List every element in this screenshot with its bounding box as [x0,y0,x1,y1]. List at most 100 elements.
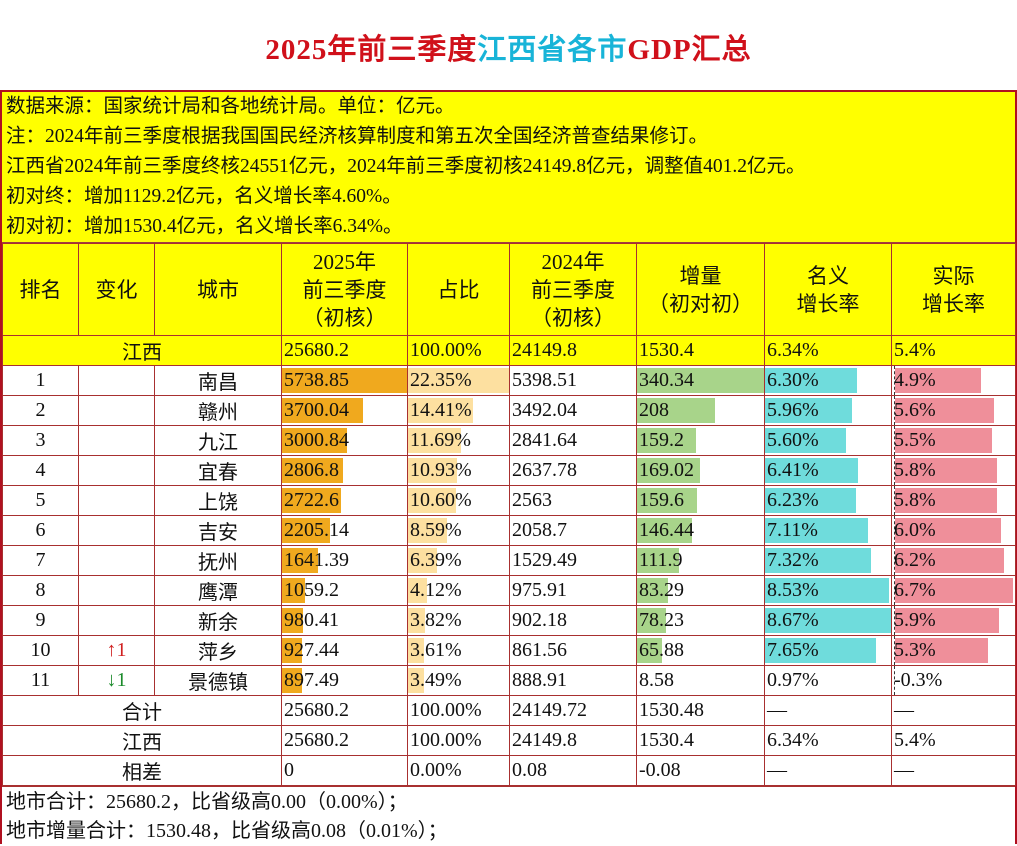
summary-nominal: — [764,755,892,786]
summary-row: 江西 25680.2 100.00% 24149.8 1530.4 6.34% 5.4% [2,725,1016,756]
rank-cell: 10 [2,635,79,666]
summary-gdp2025: 0 [281,755,408,786]
header-increment: 增量 （初对初） [636,243,765,336]
gdp2025-cell: 1641.39 [281,545,408,576]
nominal-growth-cell-data-bar [765,458,859,483]
rank-cell: 4 [2,455,79,486]
summary-label-value: 合计 [122,702,162,724]
increment-cell: 340.34 [636,365,765,396]
nominal-growth-cell-data-bar [765,488,856,513]
gdp2025-cell-data-bar [282,608,304,633]
gdp2024-cell-value: 3492.04 [512,399,577,421]
real-growth-cell-value: 4.9% [894,369,936,391]
real-growth-cell-data-bar [895,578,1014,603]
real-growth-cell: -0.3% [891,665,1016,696]
city-cell-value: 鹰潭 [198,582,238,604]
real-growth-cell-value: 5.9% [894,609,936,631]
city-cell: 九江 [154,425,282,456]
nominal-growth-cell: 6.41% [764,455,892,486]
increment-cell-data-bar [637,458,701,483]
data-bar-axis [894,426,895,455]
city-cell: 抚州 [154,545,282,576]
gdp2024-cell-value: 2841.64 [512,429,577,451]
share-cell-data-bar [408,398,474,423]
gdp2024-cell: 3492.04 [509,395,637,426]
summary-increment: 1530.4 [636,725,765,756]
city-cell: 赣州 [154,395,282,426]
gdp2025-cell: 897.49 [281,665,408,696]
province-gdp2025: 25680.2 [281,335,408,366]
gdp2024-cell-value: 975.91 [512,579,567,601]
increment-cell: 208 [636,395,765,426]
rank-cell-value: 4 [35,459,46,481]
real-growth-cell-data-bar [895,458,998,483]
gdp2024-cell: 902.18 [509,605,637,636]
real-growth-cell-data-bar [895,518,1001,543]
city-cell-value: 赣州 [198,402,238,424]
gdp2025-cell-value: 927.44 [284,639,339,661]
header-rank: 排名 [2,243,79,336]
gdp2025-cell-value: 980.41 [284,609,339,631]
summary-row: 相差 0 0.00% 0.08 -0.08 — — [2,755,1016,786]
province-share: 100.00% [407,335,510,366]
header-nominal: 名义 增长率 [764,243,892,336]
gdp2024-cell: 2563 [509,485,637,516]
share-cell-data-bar [408,578,427,603]
header-line: 前三季度 [302,277,387,302]
share-cell: 10.60% [407,485,510,516]
real-growth-cell: 5.3% [891,635,1016,666]
data-bar-axis [894,486,895,515]
nominal-growth-cell-data-bar [765,518,869,543]
city-cell-value: 宜春 [198,462,238,484]
rank-cell: 7 [2,545,79,576]
header-gdp2024: 2024年 前三季度 （初核） [509,243,637,336]
rank-cell-value: 1 [35,369,46,391]
summary-label: 合计 [2,695,282,726]
rank-change-cell [78,515,155,546]
nominal-growth-cell-value: 0.97% [767,669,819,691]
nominal-growth-cell-value: 7.11% [767,519,818,541]
table-row: 9 新余 980.41 3.82% 902.18 78.23 8.67% 5.9% [2,605,1016,636]
increment-cell-data-bar [637,488,697,513]
city-cell-value: 上饶 [198,492,238,514]
real-growth-cell-value: 6.2% [894,549,936,571]
increment-cell: 159.2 [636,425,765,456]
increment-cell-data-bar [637,578,669,603]
increment-cell-value: 146.44 [639,519,694,541]
nominal-growth-cell: 6.30% [764,365,892,396]
real-growth-cell-value: 5.6% [894,399,936,421]
increment-cell: 159.6 [636,485,765,516]
note-line: 初对初：增加1530.4亿元，名义增长率6.34%。 [6,216,403,237]
increment-cell: 65.88 [636,635,765,666]
increment-cell-data-bar [637,368,764,393]
rank-cell-value: 2 [35,399,46,421]
summary-increment: 1530.48 [636,695,765,726]
page-title: 2025年前三季度江西省各市GDP汇总 [0,26,1017,68]
gdp2024-cell-value: 1529.49 [512,549,577,571]
nominal-growth-cell-value: 7.32% [767,549,819,571]
header-city: 城市 [154,243,282,336]
nominal-growth-cell-value: 6.41% [767,459,819,481]
gdp2025-cell: 5738.85 [281,365,408,396]
gdp2024-cell-value: 861.56 [512,639,567,661]
summary-share-value: 100.00% [410,729,482,751]
increment-cell-value: 111.9 [639,549,683,571]
rank-cell-value: 11 [30,669,51,691]
gdp2025-cell-value: 3700.04 [284,399,349,421]
share-cell: 3.61% [407,635,510,666]
gdp2024-cell: 5398.51 [509,365,637,396]
city-cell: 宜春 [154,455,282,486]
nominal-growth-cell: 8.53% [764,575,892,606]
summary-real: 5.4% [891,725,1016,756]
city-cell: 南昌 [154,365,282,396]
data-bar-axis [894,456,895,485]
increment-cell-value: 83.29 [639,579,684,601]
table-row: 3 九江 3000.84 11.69% 2841.64 159.2 5.60% 5.5% [2,425,1016,456]
share-cell: 3.82% [407,605,510,636]
city-cell: 上饶 [154,485,282,516]
summary-gdp2024: 24149.72 [509,695,637,726]
header-line: 增长率 [922,291,985,316]
share-cell-data-bar [408,518,447,543]
gdp2024-cell: 2058.7 [509,515,637,546]
rank-cell: 11 [2,665,79,696]
